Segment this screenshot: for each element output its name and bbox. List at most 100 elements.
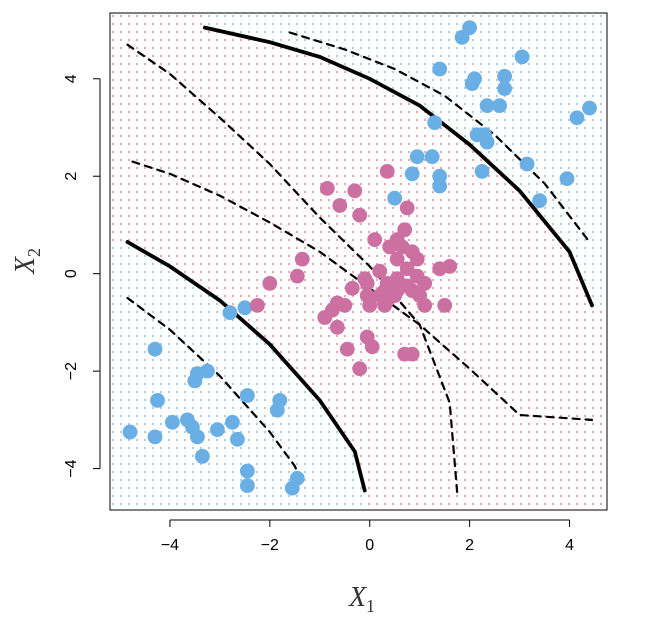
region-dot [184,183,186,185]
region-dot [248,47,250,49]
region-dot [520,79,522,81]
region-dot [512,263,514,265]
region-dot [176,191,178,193]
region-dot [520,319,522,321]
region-dot [480,343,482,345]
region-dot [344,103,346,105]
region-dot [496,183,498,185]
region-dot [320,359,322,361]
region-dot [264,231,266,233]
region-dot [208,311,210,313]
region-dot [496,55,498,57]
region-dot [504,367,506,369]
region-dot [336,183,338,185]
region-dot [576,143,578,145]
region-dot [536,167,538,169]
region-dot [280,487,282,489]
y-tick-label: 2 [63,172,80,181]
region-dot [440,199,442,201]
region-dot [200,495,202,497]
region-dot [344,167,346,169]
region-dot [168,23,170,25]
region-dot [112,463,114,465]
region-dot [544,47,546,49]
region-dot [456,71,458,73]
region-dot [344,479,346,481]
region-dot [456,151,458,153]
region-dot [304,319,306,321]
region-dot [328,207,330,209]
region-dot [240,343,242,345]
region-dot [320,127,322,129]
region-dot [280,231,282,233]
region-dot [464,151,466,153]
region-dot [504,327,506,329]
region-dot [536,311,538,313]
region-dot [456,167,458,169]
region-dot [448,167,450,169]
region-dot [224,103,226,105]
region-dot [432,383,434,385]
region-dot [248,239,250,241]
region-dot [440,39,442,41]
region-dot [552,87,554,89]
region-dot [432,207,434,209]
region-dot [440,111,442,113]
region-dot [216,79,218,81]
region-dot [248,375,250,377]
region-dot [416,431,418,433]
region-dot [152,31,154,33]
region-dot [488,39,490,41]
region-dot [416,463,418,465]
region-dot [480,391,482,393]
region-dot [352,495,354,497]
region-dot [264,199,266,201]
region-dot [360,95,362,97]
region-dot [336,335,338,337]
region-dot [560,15,562,17]
region-dot [440,207,442,209]
region-dot [120,63,122,65]
region-dot [536,255,538,257]
region-dot [448,95,450,97]
region-dot [144,231,146,233]
region-dot [112,135,114,137]
region-dot [136,471,138,473]
region-dot [176,495,178,497]
region-dot [112,423,114,425]
region-dot [264,239,266,241]
region-dot [504,135,506,137]
region-dot [144,375,146,377]
region-dot [144,63,146,65]
region-dot [328,95,330,97]
region-dot [296,351,298,353]
region-dot [496,407,498,409]
region-dot [128,311,130,313]
region-dot [544,55,546,57]
region-dot [504,151,506,153]
region-dot [480,183,482,185]
region-dot [576,199,578,201]
region-dot [600,55,602,57]
region-dot [112,343,114,345]
region-dot [152,95,154,97]
region-dot [176,263,178,265]
region-dot [264,71,266,73]
region-dot [312,351,314,353]
region-dot [200,223,202,225]
region-dot [432,63,434,65]
region-dot [424,439,426,441]
region-dot [200,151,202,153]
region-dot [392,423,394,425]
region-dot [296,407,298,409]
region-dot [208,463,210,465]
region-dot [288,127,290,129]
region-dot [384,359,386,361]
region-dot [224,431,226,433]
region-dot [488,95,490,97]
blue-point [497,81,512,96]
region-dot [400,159,402,161]
region-dot [216,231,218,233]
region-dot [296,87,298,89]
region-dot [320,335,322,337]
